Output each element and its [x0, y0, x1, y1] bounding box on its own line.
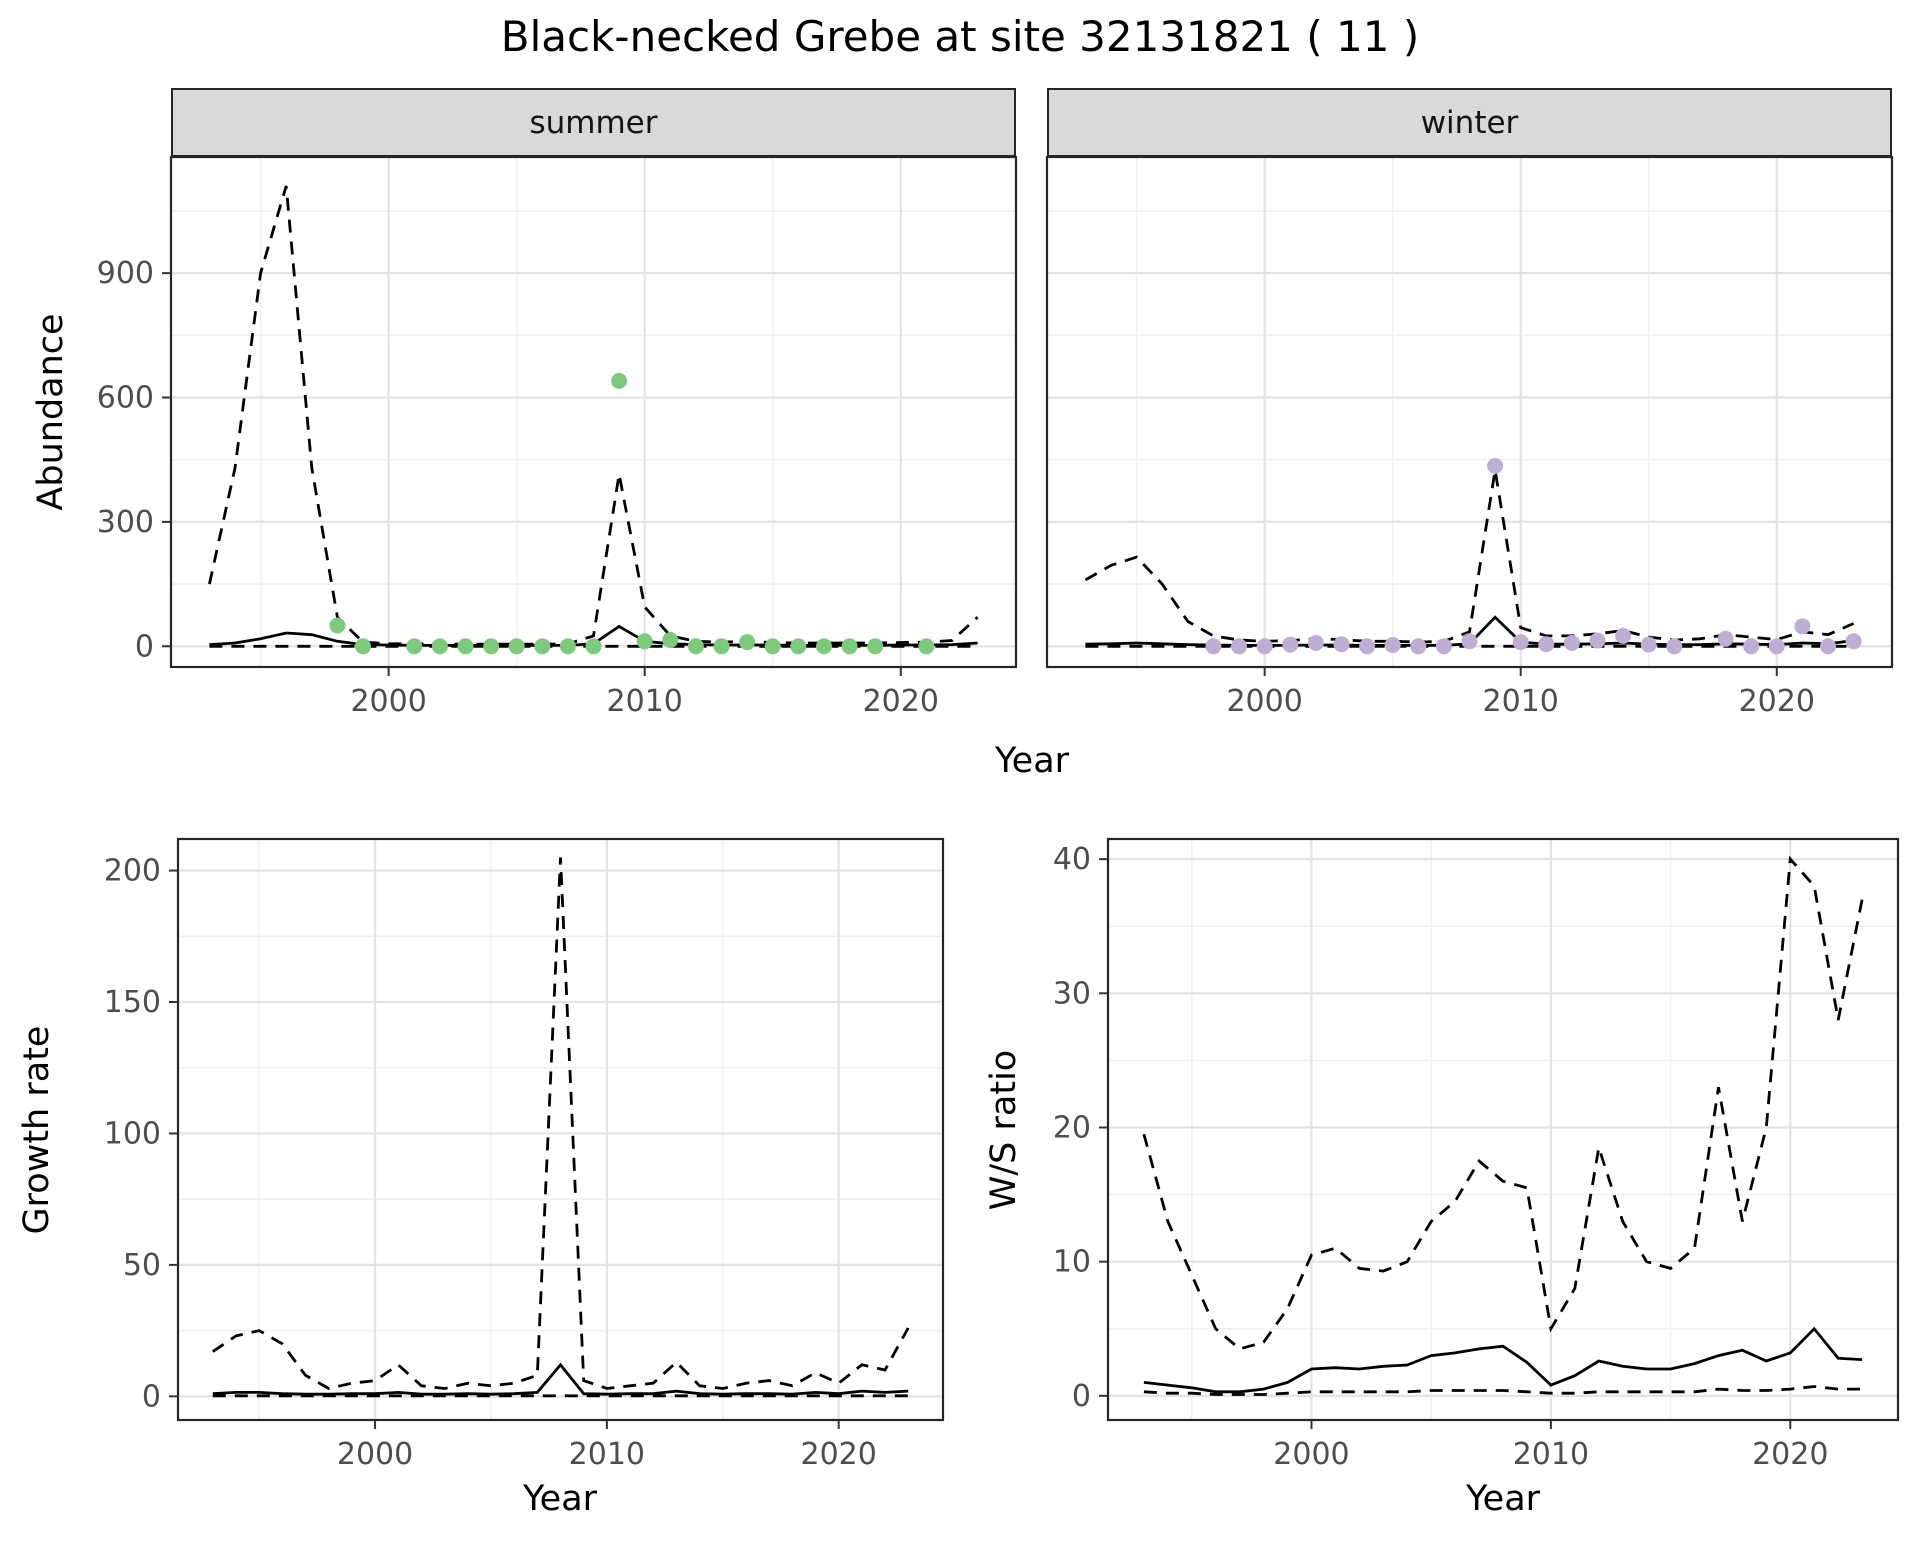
svg-text:100: 100 — [104, 1116, 161, 1151]
svg-text:2020: 2020 — [801, 1437, 877, 1472]
growth-year-axis-title: Year — [522, 1479, 598, 1519]
facet-strip-winter-label: winter — [1420, 104, 1519, 141]
svg-text:2010: 2010 — [607, 684, 683, 719]
abundance-summer-panel: 2000 2010 2020 0 300 600 900 — [97, 155, 1018, 719]
svg-text:2020: 2020 — [1739, 684, 1815, 719]
abundance-winter-panel: 2000 2010 2020 — [1045, 155, 1894, 719]
svg-text:2010: 2010 — [1483, 684, 1559, 719]
growth-rate-axis-title: Growth rate — [17, 1025, 57, 1235]
svg-text:2000: 2000 — [1273, 1437, 1349, 1472]
svg-text:600: 600 — [97, 380, 154, 415]
svg-text:2020: 2020 — [1752, 1437, 1828, 1472]
svg-text:10: 10 — [1053, 1245, 1091, 1280]
svg-text:300: 300 — [97, 505, 154, 540]
svg-text:40: 40 — [1053, 842, 1091, 877]
svg-text:2000: 2000 — [1226, 684, 1302, 719]
svg-text:2000: 2000 — [337, 1437, 413, 1472]
svg-text:0: 0 — [1072, 1379, 1091, 1414]
svg-text:0: 0 — [135, 629, 154, 664]
svg-text:900: 900 — [97, 256, 154, 291]
svg-text:0: 0 — [142, 1379, 161, 1414]
facet-strip-summer-label: summer — [529, 104, 658, 141]
svg-text:2020: 2020 — [863, 684, 939, 719]
svg-text:2000: 2000 — [350, 684, 426, 719]
ws-year-axis-title: Year — [1465, 1479, 1541, 1519]
svg-text:50: 50 — [123, 1248, 161, 1283]
abundance-axis-title: Abundance — [31, 313, 71, 511]
figure-title: Black-necked Grebe at site 32131821 ( 11… — [500, 12, 1420, 61]
svg-text:30: 30 — [1053, 976, 1091, 1011]
facet-strip-summer: summer — [171, 88, 1016, 157]
svg-text:150: 150 — [104, 985, 161, 1020]
ws-ratio-panel: 2000 2010 2020 0 10 20 30 40 — [1053, 837, 1900, 1472]
svg-text:2010: 2010 — [1513, 1437, 1589, 1472]
ws-ratio-axis-title: W/S ratio — [984, 1049, 1024, 1211]
svg-text:2010: 2010 — [569, 1437, 645, 1472]
svg-text:200: 200 — [104, 854, 161, 889]
svg-text:20: 20 — [1053, 1110, 1091, 1145]
growth-rate-panel: 2000 2010 2020 0 50 100 150 200 — [104, 837, 945, 1472]
top-year-axis-title: Year — [994, 741, 1070, 781]
facet-strip-winter: winter — [1047, 88, 1892, 157]
